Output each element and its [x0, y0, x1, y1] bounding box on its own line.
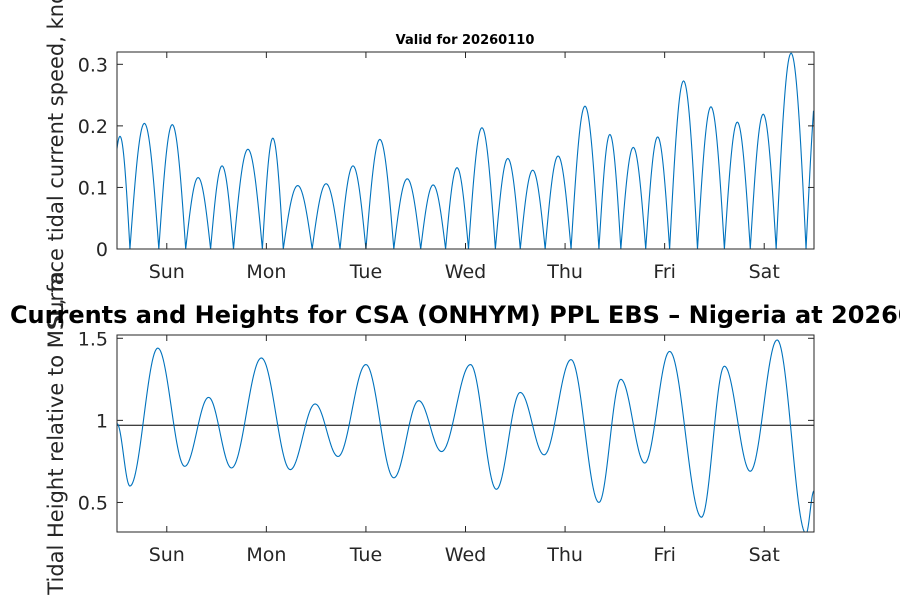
tidal-height-series-line [117, 339, 814, 532]
current-speed-xtick-label: Fri [653, 261, 676, 283]
figure-main-title: Tidal Currents and Heights for CSA (ONHY… [0, 301, 900, 329]
current-speed-ytick-label: 0 [96, 239, 108, 261]
tidal-height-xtick-label: Tue [349, 544, 382, 566]
current-speed-ylabel: Surface tidal current speed, knots [44, 0, 68, 328]
tidal-height-xtick-label: Thu [546, 544, 583, 566]
current-speed-title: Valid for 20260110 [396, 33, 535, 48]
current-speed-series-line [117, 52, 814, 249]
tidal-height-axes-box [116, 334, 815, 533]
current-speed-xtick-label: Tue [349, 261, 382, 283]
current-speed-xtick-label: Sun [149, 261, 185, 283]
current-speed-y-ticks: 0 0.1 0.2 0.3 [78, 54, 814, 261]
current-speed-plot-area [117, 52, 814, 249]
tidal-height-xtick-label: Sun [149, 544, 185, 566]
current-speed-x-ticks: Sun Mon Tue Wed Thu Fri Sat [149, 52, 780, 283]
tidal-height-ytick-label: 1.5 [78, 328, 108, 350]
current-speed-panel: Valid for 20260110 0 0.1 0.2 0.3 Sun Mon Tue W… [78, 33, 815, 283]
tidal-height-xtick-label: Fri [653, 544, 676, 566]
tidal-height-ytick-label: 0.5 [78, 492, 108, 514]
current-speed-ytick-label: 0.1 [78, 177, 108, 199]
current-speed-xtick-label: Mon [246, 261, 286, 283]
tidal-height-ylabel: Tidal Height relative to MSL, m [44, 271, 68, 595]
tidal-height-plot-area [117, 339, 814, 532]
tidal-height-x-ticks: Sun Mon Tue Wed Thu Fri Sat [149, 335, 780, 566]
current-speed-xtick-label: Wed [445, 261, 486, 283]
tidal-height-xtick-label: Mon [246, 544, 286, 566]
tidal-height-xtick-label: Sat [749, 544, 780, 566]
tidal-height-y-ticks: 0.5 1 1.5 [78, 328, 814, 514]
tidal-height-xtick-label: Wed [445, 544, 486, 566]
current-speed-ytick-label: 0.2 [78, 116, 108, 138]
current-speed-xtick-label: Thu [546, 261, 583, 283]
current-speed-xtick-label: Sat [749, 261, 780, 283]
tidal-height-panel: 0.5 1 1.5 Sun Mon Tue Wed Thu Fri Sat [78, 328, 815, 566]
tidal-height-ytick-label: 1 [96, 410, 108, 432]
current-speed-ytick-label: 0.3 [78, 54, 108, 76]
